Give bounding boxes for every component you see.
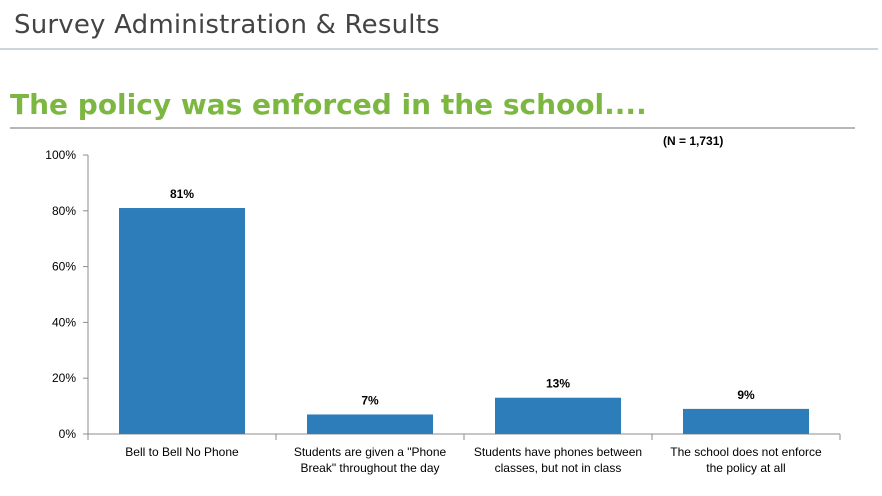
category-label: Bell to Bell No Phone xyxy=(125,445,239,459)
y-tick-label: 40% xyxy=(52,315,76,329)
bar-value-label: 81% xyxy=(170,187,194,201)
bar-chart: 0% 20% 40% 60% 80% 100% 81% Bell to Bell No Pho… xyxy=(45,148,841,475)
y-tick-label: 60% xyxy=(52,260,76,274)
bar xyxy=(119,208,245,434)
sample-size-note: (N = 1,731) xyxy=(663,134,724,148)
bar-value-label: 13% xyxy=(546,377,570,391)
category-label: classes, but not in class xyxy=(495,461,622,475)
y-tick-label: 100% xyxy=(45,148,76,162)
title-divider xyxy=(0,48,878,50)
bar-value-label: 7% xyxy=(361,393,379,407)
category-label: the policy at all xyxy=(706,461,785,475)
category-label: Students have phones between xyxy=(474,445,642,459)
bar xyxy=(683,408,809,434)
slide-heading: The policy was enforced in the school...… xyxy=(10,88,647,121)
heading-divider xyxy=(10,127,855,129)
page-title: Survey Administration & Results xyxy=(14,10,440,40)
bar xyxy=(307,414,433,434)
category-label: The school does not enforce xyxy=(670,445,822,459)
bar xyxy=(495,397,621,434)
y-tick-label: 80% xyxy=(52,204,76,218)
y-tick-label: 20% xyxy=(52,371,76,385)
bar-value-label: 9% xyxy=(737,388,755,402)
category-label: Students are given a "Phone xyxy=(294,445,447,459)
y-tick-label: 0% xyxy=(59,427,77,441)
category-label: Break" throughout the day xyxy=(300,461,439,475)
